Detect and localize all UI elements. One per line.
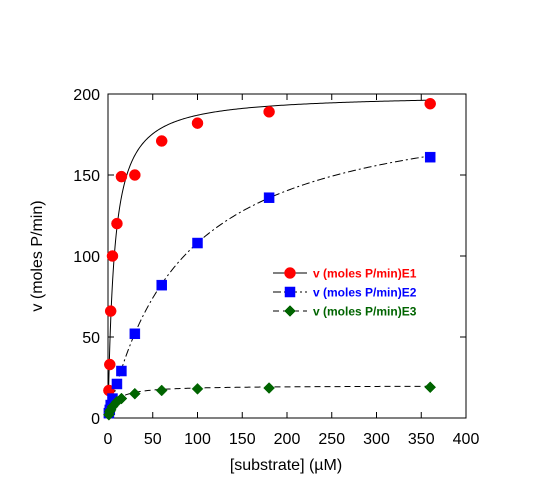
fit-curve-series-1 bbox=[107, 99, 431, 419]
x-tick-label: 300 bbox=[363, 431, 390, 448]
legend-label-series-2: v (moles P/min)E2 bbox=[313, 286, 417, 300]
data-point-series-1 bbox=[424, 97, 436, 110]
data-point-series-3 bbox=[155, 384, 168, 397]
y-tick-label: 100 bbox=[73, 249, 100, 266]
data-point-series-2 bbox=[129, 328, 141, 340]
x-tick-label: 350 bbox=[408, 431, 435, 448]
data-point-series-1 bbox=[111, 217, 123, 230]
data-point-series-1 bbox=[115, 170, 128, 183]
y-tick-label: 50 bbox=[82, 330, 100, 347]
x-tick-label: 150 bbox=[229, 431, 256, 448]
y-tick-label: 200 bbox=[73, 87, 100, 104]
x-tick-label: 400 bbox=[453, 431, 480, 448]
x-tick-label: 200 bbox=[274, 431, 301, 448]
y-tick-label: 150 bbox=[73, 168, 100, 185]
data-point-series-3 bbox=[191, 382, 204, 395]
data-point-series-3 bbox=[128, 387, 141, 400]
data-point-series-2 bbox=[116, 365, 127, 377]
legend-marker-series-1 bbox=[284, 267, 296, 279]
x-tick-label: 100 bbox=[184, 431, 211, 448]
legend-marker-series-3 bbox=[284, 305, 296, 317]
data-point-series-2 bbox=[156, 279, 167, 291]
data-point-series-1 bbox=[155, 135, 168, 147]
data-point-series-1 bbox=[104, 305, 117, 317]
y-axis-title: v (moles P/min) bbox=[29, 200, 46, 311]
x-tick-label: 50 bbox=[144, 431, 162, 448]
data-point-series-1 bbox=[104, 358, 116, 371]
data-point-series-3 bbox=[263, 382, 275, 394]
data-markers bbox=[103, 97, 437, 421]
data-point-series-2 bbox=[111, 378, 123, 390]
data-point-series-3 bbox=[115, 392, 128, 405]
data-point-series-1 bbox=[106, 250, 119, 262]
data-point-series-3 bbox=[424, 381, 437, 394]
legend: v (moles P/min)E1 v (moles P/min)E2 v (mol… bbox=[273, 267, 417, 319]
data-point-series-1 bbox=[129, 169, 141, 181]
axes: 0 50 100 150 200 250 300 350 400 0 50 100 150 200 bbox=[73, 87, 479, 448]
x-tick-label: 0 bbox=[104, 431, 113, 448]
y-tick-label: 0 bbox=[91, 411, 100, 428]
fit-curves bbox=[107, 99, 431, 419]
x-axis-title: [substrate] (µM) bbox=[230, 457, 342, 474]
data-point-series-1 bbox=[191, 117, 204, 129]
legend-marker-series-2 bbox=[284, 286, 296, 298]
data-point-series-2 bbox=[192, 237, 203, 249]
legend-label-series-3: v (moles P/min)E3 bbox=[313, 305, 417, 319]
data-point-series-2 bbox=[424, 151, 436, 163]
data-point-series-2 bbox=[263, 192, 275, 203]
data-point-series-1 bbox=[263, 106, 275, 118]
x-tick-label: 250 bbox=[318, 431, 345, 448]
legend-label-series-1: v (moles P/min)E1 bbox=[313, 267, 417, 281]
fit-curve-series-3 bbox=[107, 385, 431, 419]
fit-curve-series-2 bbox=[107, 155, 431, 419]
